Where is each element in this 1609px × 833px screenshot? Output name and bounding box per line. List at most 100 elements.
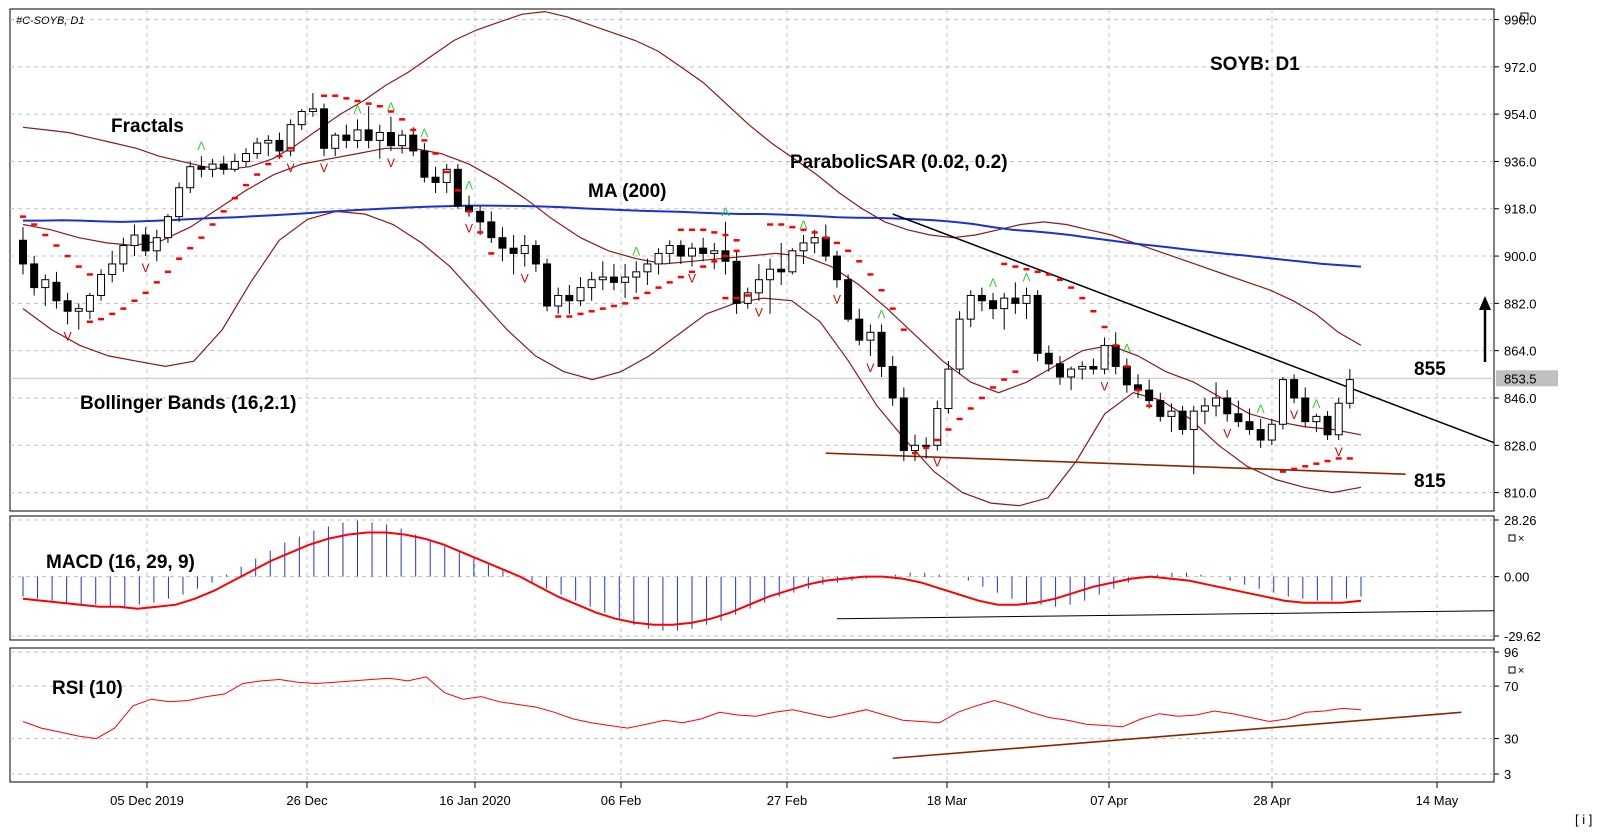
bullish-candle [230,160,239,170]
bullish-candle [554,294,563,307]
bullish-candle [866,331,875,341]
fractal-up-marker: Λ [1312,397,1320,411]
bearish-candle [219,163,228,170]
bullish-candle [297,111,306,126]
ma-label: MA (200) [588,181,666,202]
bearish-candle [699,247,708,254]
fractal-up-marker: Λ [420,126,428,140]
y-tick-label: 990.0 [1504,13,1537,28]
y-tick-label: 954.0 [1504,107,1537,122]
menu-glyph[interactable]: [ i ] [1575,812,1592,827]
rsi-plot [22,676,1462,760]
current-price-label: 853.5 [1504,371,1537,386]
rsi-grid [10,648,1494,782]
fractal-down-marker: V [755,306,763,320]
bearish-candle [899,397,908,452]
bearish-candle [409,134,418,152]
bullish-candle [754,279,763,294]
bollinger-middle-band [22,147,1362,436]
bullish-candle [253,142,262,155]
bullish-candle [152,237,161,252]
bearish-candle [476,210,485,223]
y-tick-label: 70 [1504,679,1518,694]
fractal-down-marker: V [933,456,941,470]
fractals-label: Fractals [111,116,184,137]
bullish-candle [911,444,919,452]
current-price-marker [1496,370,1558,387]
bearish-candle [832,255,841,281]
fractal-up-marker: Λ [387,100,395,114]
bullish-candle [654,252,663,265]
y-tick-label: 936.0 [1504,154,1537,169]
bearish-candle [989,300,998,310]
bearish-candle [509,247,518,254]
rsi-line [22,676,1362,740]
fractal-up-marker: Λ [878,307,886,321]
bollinger-upper-band [22,10,1362,346]
restore-icon[interactable] [1508,534,1516,542]
fractal-up-marker: Λ [1022,271,1030,285]
bearish-candle [453,168,462,207]
y-tick-label: 828.0 [1504,438,1537,453]
bullish-candle [1345,379,1354,404]
y-tick-label: 900.0 [1504,249,1537,264]
macd-signal-line [22,531,1362,626]
bullish-candle [576,287,585,302]
fractal-down-marker: V [1223,427,1231,441]
bullish-candle [799,242,808,252]
bullish-candle [520,245,529,254]
bullish-candle [1334,402,1343,436]
rsi-support-line [892,711,1462,760]
bullish-candle [1167,410,1176,417]
y-tick-label: 972.0 [1504,60,1537,75]
bearish-candle [1055,363,1064,378]
restore-icon[interactable] [1508,666,1516,674]
bearish-candle [487,221,496,239]
fractal-up-marker: Λ [197,139,205,153]
bullish-candle [1200,405,1209,412]
bearish-candle [1256,429,1265,441]
bullish-candle [598,276,607,281]
bearish-candle [1301,397,1310,423]
fractal-down-marker: V [521,272,529,286]
panel-controls[interactable]: × × [1508,12,1529,677]
bullish-candle [74,308,83,312]
symbol-label: #C-SOYB, D1 [16,15,84,27]
bearish-candle [977,294,986,302]
fractal-up-marker: Λ [799,218,807,232]
bullish-candle [922,444,931,447]
bearish-candle [1223,397,1232,415]
bearish-candle [676,245,685,257]
bullish-candle [810,237,819,244]
bearish-candle [498,237,507,249]
fractal-down-marker: V [287,161,295,175]
bullish-candle [85,294,94,312]
bearish-candle [1178,410,1187,431]
bullish-candle [442,168,451,183]
bullish-candle [766,268,775,281]
macd-axis: 28.26 0.00 -29.62 [1494,513,1541,644]
fractal-down-marker: V [1335,445,1343,459]
maximize-icon[interactable] [1520,12,1529,21]
bearish-candle [1033,294,1042,354]
chart-title: SOYB: D1 [1210,54,1300,75]
bullish-candle [375,132,384,141]
y-tick-label: 846.0 [1504,391,1537,406]
bullish-candle [163,216,172,239]
bullish-candle [955,318,964,370]
x-tick-label: 07 Apr [1090,793,1128,808]
bearish-candle [19,239,27,265]
bullish-candle [264,139,273,144]
bullish-candle [743,292,752,304]
bearish-candle [52,281,61,302]
bullish-candle [1100,344,1109,370]
bullish-candle [1067,368,1076,378]
bearish-candle [141,234,150,252]
bearish-candle [1089,365,1098,370]
bearish-candle [877,331,886,367]
bearish-candle [386,132,395,147]
close-icon[interactable]: × [1518,665,1524,677]
close-icon[interactable]: × [1518,533,1524,545]
